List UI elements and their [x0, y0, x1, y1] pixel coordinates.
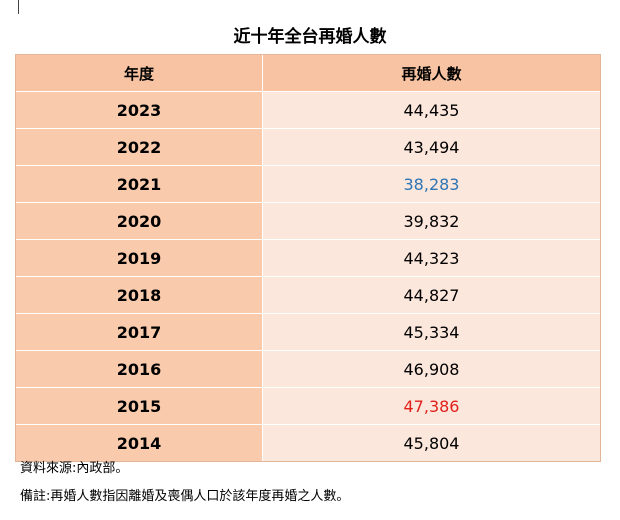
- table-row: 2019 44,323: [16, 239, 600, 277]
- year-cell: 2023: [16, 91, 263, 129]
- remark-note: 備註:再婚人數指因離婚及喪偶人口於該年度再婚之人數。: [20, 489, 350, 504]
- count-cell: 44,435: [262, 91, 600, 129]
- table-row: 2014 45,804: [16, 424, 600, 461]
- table-row: 2016 46,908: [16, 350, 600, 388]
- year-cell: 2020: [16, 202, 263, 240]
- table: 年度 再婚人數 2023 44,435 2022 43,494 2021 38,283 2020…: [15, 54, 601, 462]
- count-cell: 45,804: [262, 424, 600, 461]
- year-cell: 2015: [16, 387, 263, 425]
- table-row: 2021 38,283: [16, 165, 600, 203]
- table-row: 2022 43,494: [16, 128, 600, 166]
- year-cell: 2016: [16, 350, 263, 388]
- year-cell: 2022: [16, 128, 263, 166]
- text-cursor: [18, 0, 19, 14]
- count-cell: 39,832: [262, 202, 600, 240]
- year-cell: 2017: [16, 313, 263, 351]
- year-cell: 2019: [16, 239, 263, 277]
- table-row: 2018 44,827: [16, 276, 600, 314]
- count-cell: 38,283: [262, 165, 600, 203]
- header-cell: 年度: [16, 55, 263, 92]
- count-cell: 46,908: [262, 350, 600, 388]
- table-row: 2023 44,435: [16, 91, 600, 129]
- title: 近十年全台再婚人數: [233, 27, 387, 47]
- count-cell: 44,827: [262, 276, 600, 314]
- header-row: 年度 再婚人數: [16, 55, 600, 92]
- header-cell: 再婚人數: [262, 55, 600, 92]
- table-row: 2020 39,832: [16, 202, 600, 240]
- year-cell: 2018: [16, 276, 263, 314]
- table-body: 年度 再婚人數 2023 44,435 2022 43,494 2021 38,283 2020…: [16, 55, 600, 461]
- count-cell: 44,323: [262, 239, 600, 277]
- source-note: 資料來源:內政部。: [20, 461, 129, 476]
- count-cell: 45,334: [262, 313, 600, 351]
- table-row: 2015 47,386: [16, 387, 600, 425]
- count-cell: 47,386: [262, 387, 600, 425]
- year-cell: 2014: [16, 424, 263, 461]
- year-cell: 2021: [16, 165, 263, 203]
- table-row: 2017 45,334: [16, 313, 600, 351]
- count-cell: 43,494: [262, 128, 600, 166]
